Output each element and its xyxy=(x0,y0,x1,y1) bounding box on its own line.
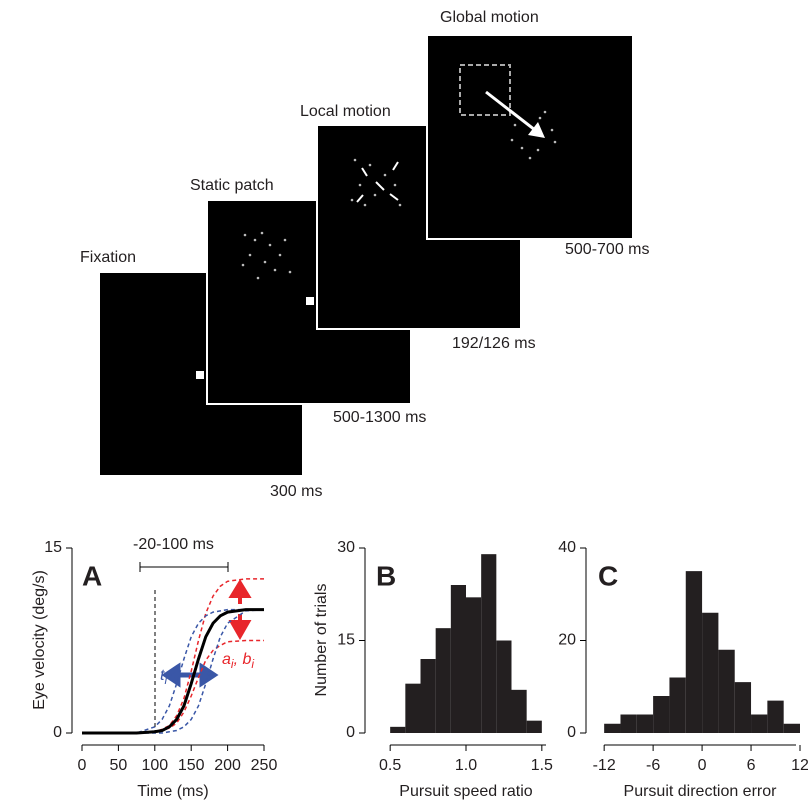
frame-duration: 500-700 ms xyxy=(565,241,650,258)
frame-label: Global motion xyxy=(440,9,539,26)
bar xyxy=(405,683,421,733)
y-tick-label: 20 xyxy=(558,632,576,649)
subscript: i xyxy=(164,673,167,687)
y-tick-label: 30 xyxy=(337,539,355,556)
x-tick-label: -12 xyxy=(593,757,616,774)
x-tick-label: 250 xyxy=(251,757,278,774)
x-tick-label: 100 xyxy=(141,757,168,774)
x-tick-label: -6 xyxy=(646,757,660,774)
bar xyxy=(702,612,719,733)
y-axis-label: Eye velocity (deg/s) xyxy=(31,570,48,710)
panel-letter: C xyxy=(598,560,618,591)
bar xyxy=(420,659,436,733)
bar xyxy=(450,585,466,733)
y-tick-label: 0 xyxy=(53,724,62,741)
x-axis-label: Time (ms) xyxy=(137,783,208,800)
x-tick-label: 6 xyxy=(747,757,756,774)
bar xyxy=(390,726,406,733)
bar xyxy=(734,682,752,733)
x-tick-label: 0 xyxy=(78,757,87,774)
bar xyxy=(604,723,621,733)
bar xyxy=(685,571,703,733)
bar xyxy=(466,597,482,733)
x-tick-label: 200 xyxy=(214,757,241,774)
panel-a-decor xyxy=(139,562,252,733)
annotation: ai, bi xyxy=(222,651,254,671)
bar xyxy=(718,649,735,733)
x-tick-label: 1.0 xyxy=(455,757,477,774)
y-tick-label: 0 xyxy=(346,724,355,741)
annotation-part: , b xyxy=(234,651,252,668)
curve xyxy=(82,608,265,734)
y-axis-label: Number of trials xyxy=(313,584,330,697)
y-tick-label: 15 xyxy=(337,632,355,649)
frame-label: Static patch xyxy=(190,177,274,194)
frame-decor xyxy=(98,34,634,477)
subscript: i xyxy=(231,657,234,671)
curve xyxy=(82,608,264,734)
x-tick-label: 150 xyxy=(178,757,205,774)
y-tick-label: 40 xyxy=(558,539,576,556)
bar xyxy=(511,689,527,733)
curve xyxy=(82,578,264,734)
frame-duration: 300 ms xyxy=(270,483,322,500)
bar xyxy=(669,677,686,733)
bar xyxy=(435,628,451,733)
x-axis-label: Pursuit direction error xyxy=(624,783,778,800)
bar xyxy=(767,700,784,733)
x-tick-label: 0.5 xyxy=(379,757,401,774)
x-tick-label: 0 xyxy=(698,757,707,774)
annotation: -20-100 ms xyxy=(133,536,214,553)
bar xyxy=(783,723,800,733)
frame-label: Local motion xyxy=(300,103,391,120)
x-tick-label: 12 xyxy=(791,757,808,774)
bar xyxy=(653,696,670,733)
curve xyxy=(82,608,264,735)
bar xyxy=(526,720,542,733)
bar xyxy=(620,714,637,733)
frame-duration: 192/126 ms xyxy=(452,335,536,352)
annotation-part: t xyxy=(160,667,165,684)
bar xyxy=(636,714,654,733)
x-tick-label: 50 xyxy=(110,757,128,774)
bar xyxy=(751,714,768,733)
annotation: ti xyxy=(160,667,167,687)
y-tick-label: 15 xyxy=(44,539,62,556)
x-axis-label: Pursuit speed ratio xyxy=(399,783,533,800)
panel-letter: B xyxy=(376,560,396,591)
y-tick-label: 0 xyxy=(567,724,576,741)
bar xyxy=(496,640,512,733)
x-tick-label: 1.5 xyxy=(531,757,553,774)
frame-label: Fixation xyxy=(80,249,136,266)
panel-letter: A xyxy=(82,560,102,591)
frame-duration: 500-1300 ms xyxy=(333,409,426,426)
curve xyxy=(82,639,264,734)
annotation-part: a xyxy=(222,651,231,668)
subscript: i xyxy=(251,657,254,671)
bar xyxy=(481,554,497,733)
